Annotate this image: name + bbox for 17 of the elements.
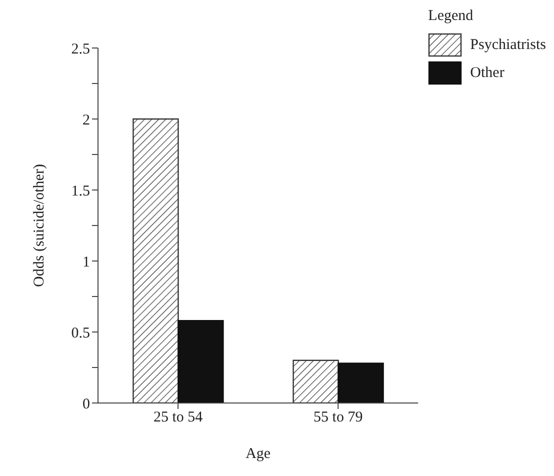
y-tick-label: 1: [82, 254, 90, 270]
x-tick-label: 25 to 54: [153, 410, 204, 426]
bar: [292, 360, 339, 403]
bar: [338, 362, 384, 403]
legend-label: Other: [470, 64, 504, 82]
text: Psychiatrists: [470, 36, 546, 54]
bar: [132, 118, 179, 403]
y-tick-label: 0.5: [71, 325, 90, 342]
y-tick-label: 2.5: [71, 41, 90, 58]
y-tick-label: 0: [82, 396, 90, 412]
x-tick-label: 55 to 79: [314, 410, 363, 426]
y-axis-title: Odds (suicide/other): [31, 164, 48, 287]
legend-title: Legend: [428, 8, 474, 25]
x-axis-title: Age: [246, 446, 271, 462]
y-tick-label: 1.5: [71, 183, 90, 200]
y-tick-label: 2: [82, 112, 90, 128]
bar: [178, 320, 224, 403]
